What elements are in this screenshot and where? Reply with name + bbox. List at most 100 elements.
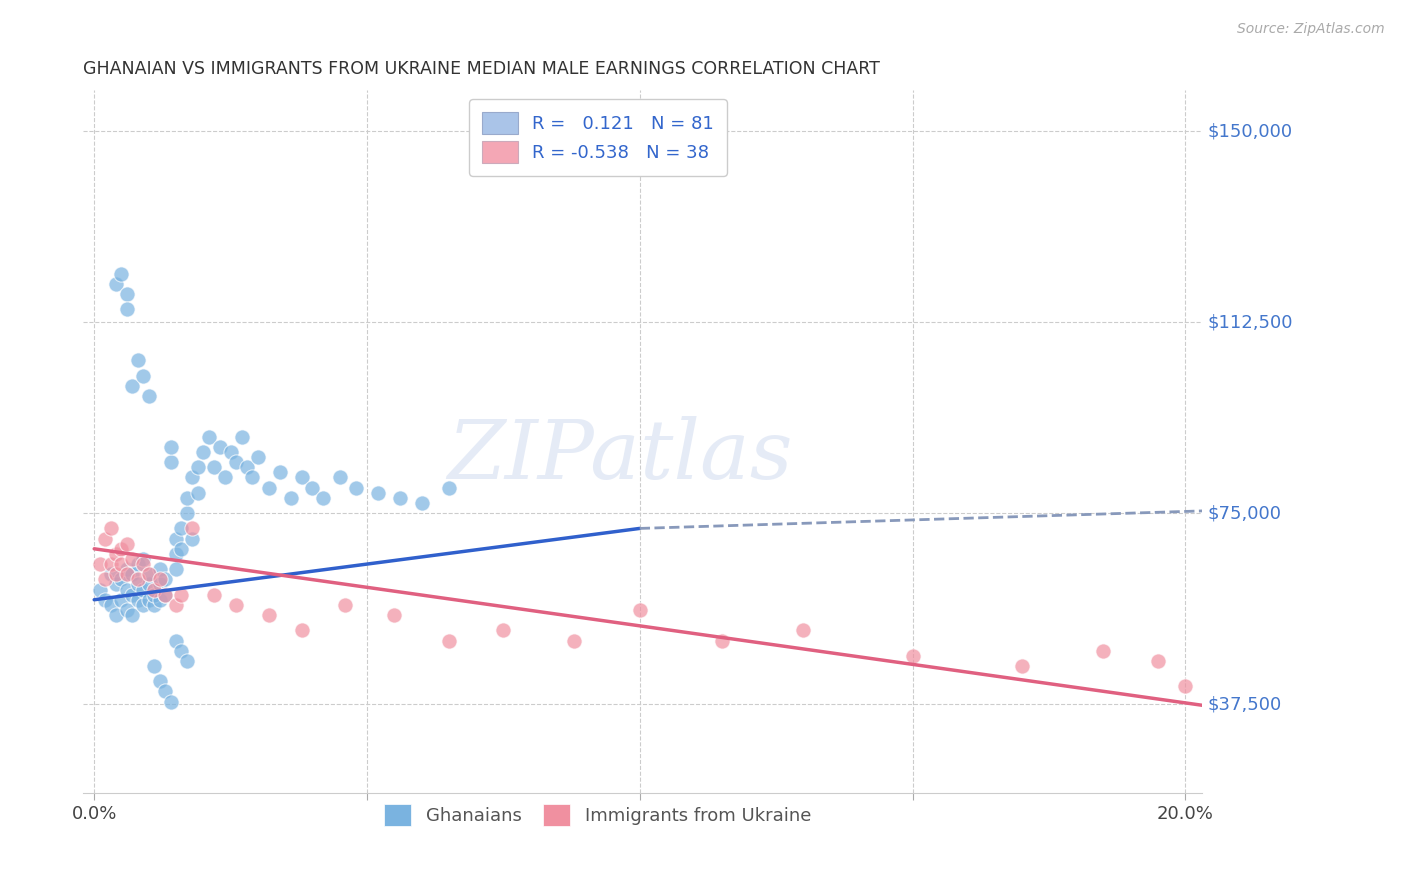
Point bbox=[312, 491, 335, 505]
Point bbox=[94, 573, 117, 587]
Point bbox=[89, 557, 111, 571]
Text: $112,500: $112,500 bbox=[1208, 313, 1292, 331]
Point bbox=[225, 598, 247, 612]
Point bbox=[138, 577, 160, 591]
Point bbox=[257, 607, 280, 622]
Point bbox=[181, 532, 204, 546]
Point bbox=[214, 470, 236, 484]
Point bbox=[110, 592, 132, 607]
Point bbox=[115, 567, 138, 582]
Point bbox=[901, 648, 924, 663]
Point bbox=[344, 481, 367, 495]
Point bbox=[1147, 654, 1170, 668]
Point bbox=[301, 481, 323, 495]
Point bbox=[382, 607, 405, 622]
Point bbox=[138, 592, 160, 607]
Text: GHANAIAN VS IMMIGRANTS FROM UKRAINE MEDIAN MALE EARNINGS CORRELATION CHART: GHANAIAN VS IMMIGRANTS FROM UKRAINE MEDI… bbox=[83, 60, 880, 78]
Point bbox=[100, 521, 122, 535]
Point bbox=[242, 470, 264, 484]
Point bbox=[132, 557, 155, 571]
Point bbox=[411, 496, 433, 510]
Point bbox=[132, 598, 155, 612]
Point bbox=[202, 460, 225, 475]
Point bbox=[159, 440, 181, 454]
Point bbox=[170, 541, 193, 556]
Point bbox=[792, 624, 814, 638]
Point bbox=[333, 598, 356, 612]
Point bbox=[159, 455, 181, 469]
Point bbox=[1174, 679, 1197, 693]
Point bbox=[149, 674, 172, 689]
Point bbox=[388, 491, 411, 505]
Point bbox=[170, 643, 193, 657]
Point bbox=[257, 481, 280, 495]
Point bbox=[105, 277, 128, 291]
Text: $37,500: $37,500 bbox=[1208, 695, 1281, 714]
Point bbox=[149, 562, 172, 576]
Point bbox=[153, 588, 176, 602]
Point bbox=[149, 573, 172, 587]
Point bbox=[127, 577, 149, 591]
Point bbox=[628, 603, 651, 617]
Point bbox=[193, 445, 215, 459]
Point bbox=[290, 624, 312, 638]
Point bbox=[127, 353, 149, 368]
Text: ZIPatlas: ZIPatlas bbox=[447, 416, 793, 496]
Point bbox=[197, 430, 219, 444]
Point bbox=[94, 532, 117, 546]
Point bbox=[159, 695, 181, 709]
Point bbox=[437, 481, 460, 495]
Point bbox=[138, 567, 160, 582]
Point bbox=[367, 485, 389, 500]
Point bbox=[280, 491, 302, 505]
Point bbox=[290, 470, 312, 484]
Point bbox=[1092, 643, 1115, 657]
Point bbox=[437, 633, 460, 648]
Point bbox=[176, 654, 198, 668]
Point bbox=[492, 624, 515, 638]
Point bbox=[105, 607, 128, 622]
Point bbox=[165, 547, 187, 561]
Point bbox=[127, 592, 149, 607]
Point bbox=[89, 582, 111, 597]
Point bbox=[176, 506, 198, 520]
Point bbox=[143, 659, 166, 673]
Point bbox=[105, 567, 128, 582]
Point bbox=[138, 567, 160, 582]
Point bbox=[115, 287, 138, 301]
Point bbox=[176, 491, 198, 505]
Point bbox=[165, 598, 187, 612]
Point bbox=[121, 378, 143, 392]
Point bbox=[121, 607, 143, 622]
Point bbox=[132, 552, 155, 566]
Point bbox=[143, 588, 166, 602]
Point bbox=[100, 557, 122, 571]
Point bbox=[132, 368, 155, 383]
Point bbox=[115, 562, 138, 576]
Point bbox=[143, 582, 166, 597]
Text: Source: ZipAtlas.com: Source: ZipAtlas.com bbox=[1237, 22, 1385, 37]
Point bbox=[269, 466, 291, 480]
Point bbox=[149, 577, 172, 591]
Point bbox=[329, 470, 352, 484]
Point bbox=[187, 460, 209, 475]
Point bbox=[219, 445, 242, 459]
Point bbox=[202, 588, 225, 602]
Point bbox=[1011, 659, 1033, 673]
Point bbox=[208, 440, 231, 454]
Point bbox=[170, 521, 193, 535]
Point bbox=[165, 633, 187, 648]
Point bbox=[132, 582, 155, 597]
Point bbox=[115, 537, 138, 551]
Point bbox=[110, 541, 132, 556]
Point bbox=[105, 547, 128, 561]
Point bbox=[165, 562, 187, 576]
Point bbox=[110, 557, 132, 571]
Point bbox=[231, 430, 253, 444]
Point bbox=[115, 582, 138, 597]
Point bbox=[105, 577, 128, 591]
Point bbox=[100, 598, 122, 612]
Point bbox=[562, 633, 585, 648]
Point bbox=[181, 470, 204, 484]
Point bbox=[165, 532, 187, 546]
